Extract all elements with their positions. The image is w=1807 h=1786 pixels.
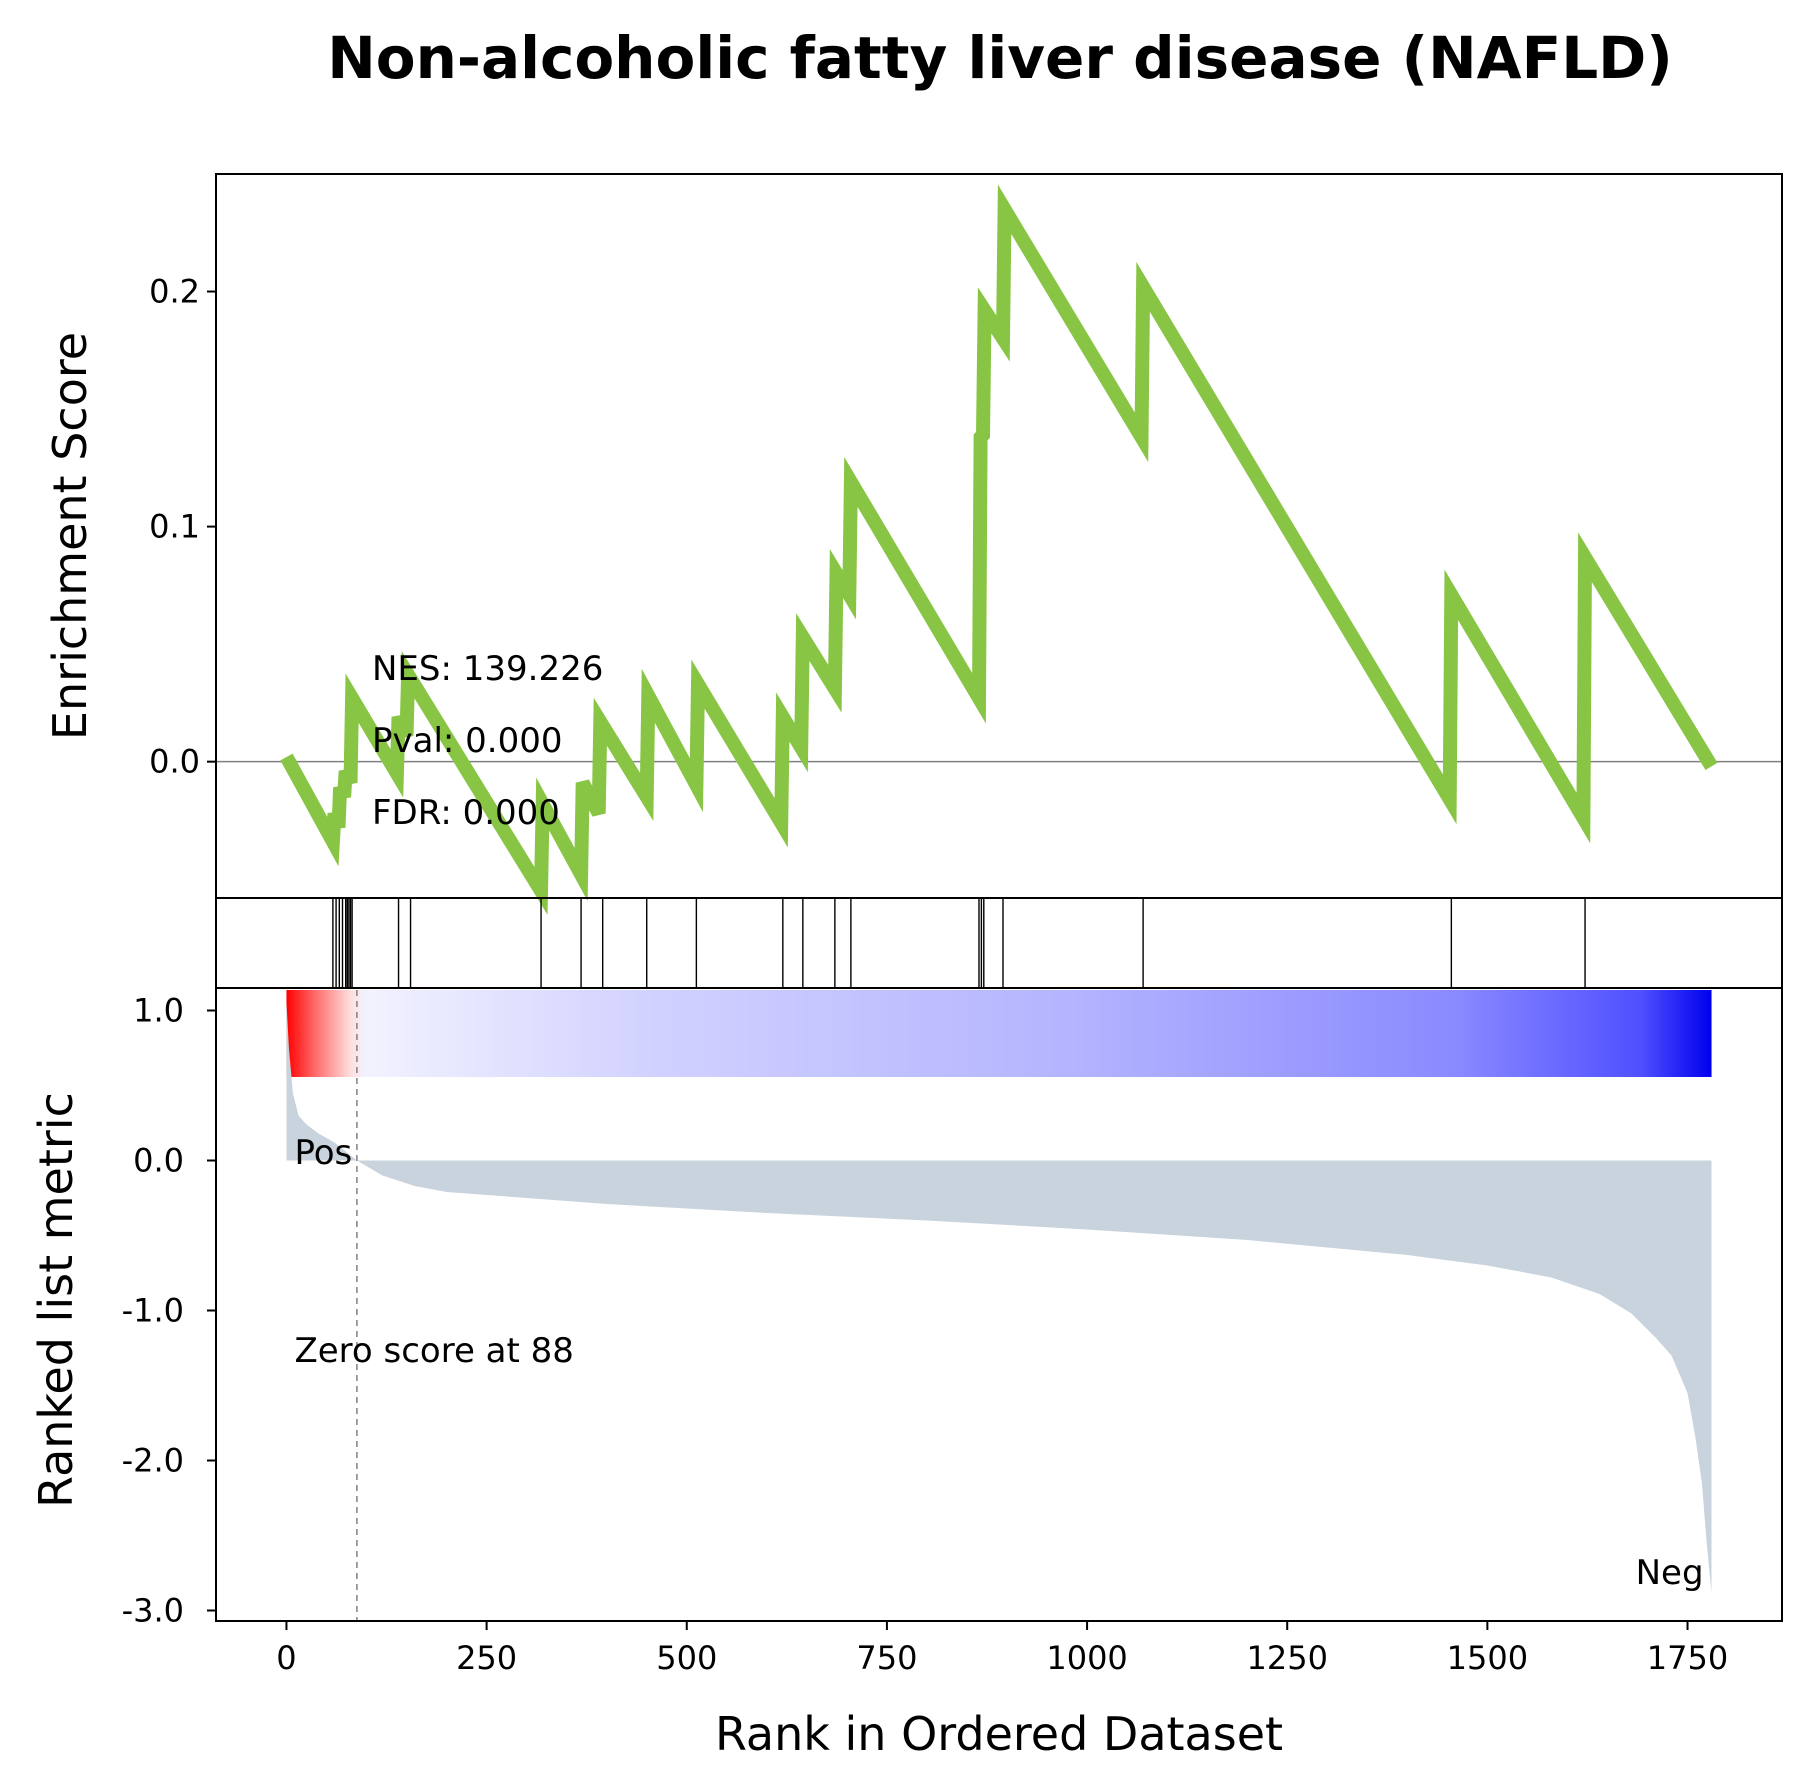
- xtick-label: 500: [656, 1639, 717, 1677]
- ranked-ylabel: Ranked list metric: [29, 1092, 83, 1508]
- xtick-label: 250: [456, 1639, 517, 1677]
- enrichment-annotation: NES: 139.226: [372, 649, 603, 689]
- ranked-metric-area: [286, 1003, 1712, 1593]
- enrichment-annotation: Pval: 0.000: [372, 721, 563, 761]
- rank-color-bar: [286, 990, 1712, 1077]
- xtick-label: 1750: [1647, 1639, 1728, 1677]
- pos-label: Pos: [294, 1133, 352, 1173]
- ranked-panel: 1.0 0.0 -1.0 -2.0 -3.0 0 250 500 750 1000 1250 150…: [29, 987, 1783, 1761]
- chart-title: Non-alcoholic fatty liver disease (NAFLD…: [327, 24, 1673, 92]
- es-ytick-label: 0.0: [149, 743, 200, 781]
- rm-ytick-label: -2.0: [122, 1442, 184, 1480]
- enrichment-annotation: FDR: 0.000: [372, 793, 560, 833]
- hits-frame: [215, 897, 1783, 989]
- xtick-label: 0: [276, 1639, 296, 1677]
- zero-score-label: Zero score at 88: [294, 1331, 573, 1371]
- x-axis-label: Rank in Ordered Dataset: [715, 1707, 1283, 1761]
- enrichment-score-line: [280, 184, 1718, 915]
- es-ytick-label: 0.2: [149, 273, 200, 311]
- neg-label: Neg: [1636, 1553, 1704, 1593]
- es-ytick-label: 0.1: [149, 508, 200, 546]
- xtick-label: 750: [856, 1639, 917, 1677]
- rm-ytick-label: -3.0: [122, 1592, 184, 1630]
- enrichment-ylabel: Enrichment Score: [43, 332, 97, 740]
- xtick-label: 1250: [1247, 1639, 1328, 1677]
- rm-ytick-label: -1.0: [122, 1292, 184, 1330]
- ranked-frame: [215, 987, 1783, 1622]
- rm-ytick-label: 1.0: [133, 992, 184, 1030]
- hits-panel: [215, 897, 1783, 989]
- xtick-label: 1500: [1447, 1639, 1528, 1677]
- xtick-label: 1000: [1046, 1639, 1127, 1677]
- rm-ytick-label: 0.0: [133, 1142, 184, 1180]
- enrichment-panel: 0.0 0.1 0.2 Enrichment Score NES: 139.226 P…: [43, 173, 1783, 915]
